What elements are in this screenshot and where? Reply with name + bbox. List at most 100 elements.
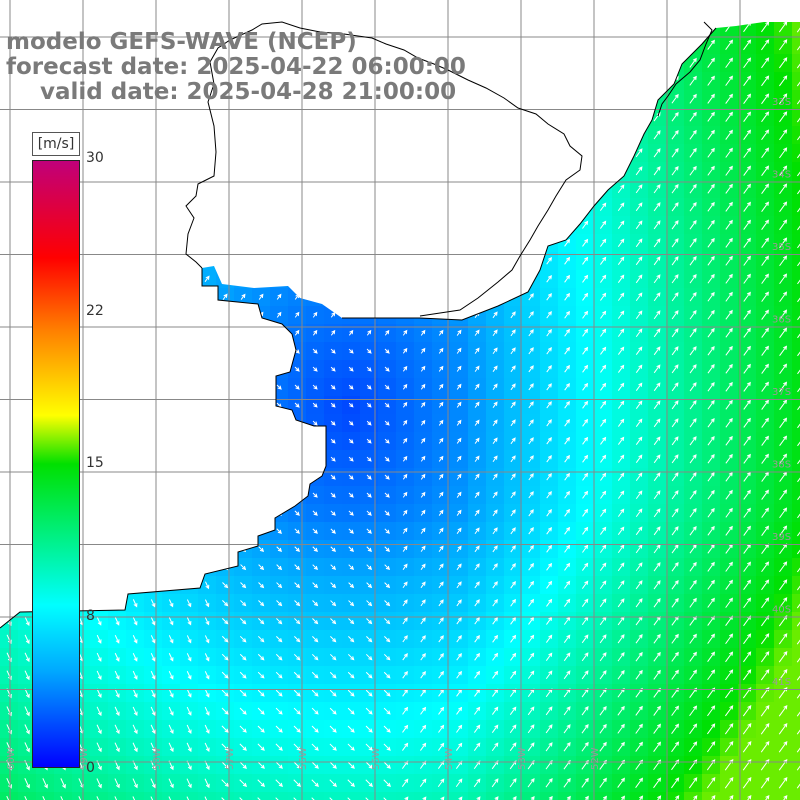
wind-arrow xyxy=(150,653,156,662)
wind-arrow xyxy=(150,724,156,735)
wind-arrow xyxy=(725,345,733,356)
wind-cell xyxy=(324,288,342,306)
wind-arrow xyxy=(204,131,210,139)
wind-arrow xyxy=(240,77,246,85)
wind-cell xyxy=(540,36,558,54)
wind-cell xyxy=(450,270,468,288)
wind-cell xyxy=(180,432,198,450)
wind-cell xyxy=(234,522,252,540)
wind-arrow xyxy=(366,203,372,210)
wind-cell xyxy=(126,378,144,396)
wind-arrow xyxy=(186,131,192,139)
lagoon-border xyxy=(657,21,713,117)
wind-cell xyxy=(252,432,270,450)
wind-cell xyxy=(180,0,198,18)
wind-arrow xyxy=(546,347,552,355)
wind-arrow xyxy=(258,167,264,175)
wind-arrow xyxy=(653,633,661,644)
wind-arrow xyxy=(653,544,661,554)
wind-arrow xyxy=(510,257,516,265)
wind-arrow xyxy=(168,149,174,157)
wind-arrow xyxy=(474,329,480,336)
wind-cell xyxy=(180,198,198,216)
wind-cell xyxy=(738,22,756,36)
wind-arrow xyxy=(348,275,354,282)
wind-cell xyxy=(378,270,396,288)
wind-arrow xyxy=(5,112,13,121)
wind-cell xyxy=(162,162,180,180)
wind-arrow xyxy=(456,347,462,354)
wind-arrow xyxy=(581,795,589,800)
wind-arrow xyxy=(402,59,408,67)
wind-arrow xyxy=(384,185,390,192)
wind-arrow xyxy=(24,652,30,663)
wind-arrow xyxy=(761,111,770,123)
wind-arrow xyxy=(312,618,319,625)
wind-cell xyxy=(162,126,180,144)
wind-arrow xyxy=(294,203,300,210)
wind-arrow xyxy=(168,724,174,735)
wind-arrow xyxy=(707,237,715,248)
wind-arrow xyxy=(24,256,31,265)
wind-arrow xyxy=(312,329,318,336)
wind-arrow xyxy=(743,363,751,374)
wind-arrow xyxy=(778,776,788,789)
wind-arrow xyxy=(186,724,192,734)
wind-arrow xyxy=(240,149,246,157)
wind-arrow xyxy=(527,795,535,800)
wind-arrow xyxy=(60,94,67,103)
wind-arrow xyxy=(797,183,800,195)
wind-cell xyxy=(108,342,126,360)
wind-cell xyxy=(108,594,126,612)
wind-arrow xyxy=(491,778,499,788)
wind-arrow xyxy=(474,257,480,265)
wind-cell xyxy=(288,144,306,162)
wind-cell xyxy=(594,54,612,72)
wind-arrow xyxy=(348,23,354,31)
wind-arrow xyxy=(24,274,31,283)
wind-cell xyxy=(180,558,198,576)
wind-arrow xyxy=(779,183,788,195)
wind-cell xyxy=(648,72,666,90)
wind-cell xyxy=(432,144,450,162)
wind-arrow xyxy=(671,57,679,68)
wind-arrow xyxy=(474,545,480,553)
wind-arrow xyxy=(599,598,607,608)
wind-arrow xyxy=(204,275,210,283)
wind-arrow xyxy=(456,509,462,516)
wind-cell xyxy=(792,342,800,360)
wind-arrow xyxy=(493,6,498,13)
wind-arrow xyxy=(420,185,426,193)
wind-arrow xyxy=(546,76,553,85)
wind-arrow xyxy=(205,455,210,463)
wind-arrow xyxy=(150,329,156,337)
wind-arrow xyxy=(402,383,408,390)
wind-arrow xyxy=(42,112,49,121)
wind-arrow xyxy=(510,509,516,517)
wind-arrow xyxy=(491,742,499,752)
wind-arrow xyxy=(311,761,319,769)
wind-arrow xyxy=(743,579,752,590)
wind-cell xyxy=(108,450,126,468)
wind-cell xyxy=(216,108,234,126)
wind-arrow xyxy=(438,239,444,246)
wind-arrow xyxy=(132,311,138,319)
wind-arrow xyxy=(457,6,462,13)
wind-cell xyxy=(630,22,648,36)
wind-cell xyxy=(180,108,198,126)
wind-arrow xyxy=(671,346,679,356)
wind-arrow xyxy=(384,492,390,498)
wind-arrow xyxy=(366,131,372,139)
wind-arrow xyxy=(474,563,480,571)
wind-cell xyxy=(126,450,144,468)
wind-arrow xyxy=(528,347,534,355)
longitude-label: 59W xyxy=(79,747,90,770)
wind-arrow xyxy=(743,201,751,212)
wind-arrow xyxy=(348,564,355,571)
wind-arrow xyxy=(725,273,733,284)
wind-arrow xyxy=(114,796,120,800)
wind-arrow xyxy=(600,508,607,517)
wind-arrow xyxy=(257,635,265,643)
wind-cell xyxy=(0,594,18,612)
wind-arrow xyxy=(456,203,462,211)
